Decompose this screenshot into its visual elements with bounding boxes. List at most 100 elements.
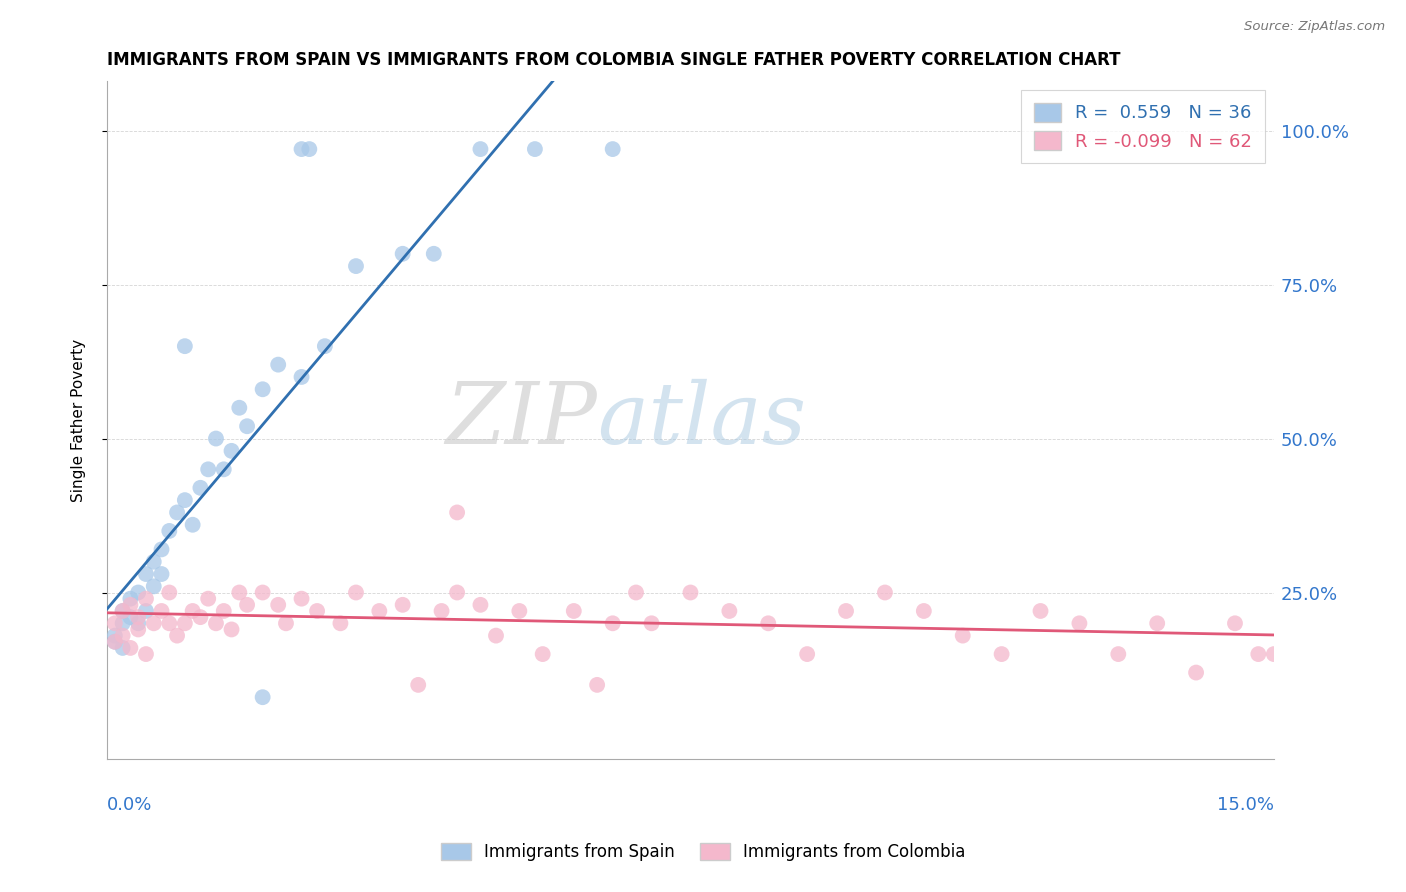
Point: [446, 505, 468, 519]
Point: [290, 370, 312, 384]
Point: [104, 634, 127, 648]
Point: [212, 604, 235, 618]
Point: [212, 462, 235, 476]
Point: [111, 640, 134, 655]
Point: [430, 604, 453, 618]
Point: [1146, 616, 1168, 631]
Point: [252, 585, 274, 599]
Point: [104, 634, 127, 648]
Point: [679, 585, 702, 599]
Point: [368, 604, 391, 618]
Point: [173, 493, 195, 508]
Point: [406, 678, 429, 692]
Legend: Immigrants from Spain, Immigrants from Colombia: Immigrants from Spain, Immigrants from C…: [434, 836, 972, 868]
Point: [127, 585, 149, 599]
Text: 0.0%: 0.0%: [107, 796, 152, 814]
Point: [236, 598, 259, 612]
Point: [391, 598, 413, 612]
Text: Source: ZipAtlas.com: Source: ZipAtlas.com: [1244, 20, 1385, 33]
Point: [508, 604, 530, 618]
Point: [120, 598, 142, 612]
Point: [602, 616, 624, 631]
Point: [166, 629, 188, 643]
Point: [173, 339, 195, 353]
Legend: R =  0.559   N = 36, R = -0.099   N = 62: R = 0.559 N = 36, R = -0.099 N = 62: [1021, 90, 1265, 163]
Point: [197, 462, 219, 476]
Point: [120, 591, 142, 606]
Point: [796, 647, 818, 661]
Point: [173, 616, 195, 631]
Point: [307, 604, 329, 618]
Point: [236, 419, 259, 434]
Point: [835, 604, 858, 618]
Point: [150, 542, 173, 557]
Point: [624, 585, 647, 599]
Point: [104, 616, 127, 631]
Point: [1223, 616, 1246, 631]
Point: [274, 616, 297, 631]
Text: ZIP: ZIP: [446, 379, 598, 461]
Point: [135, 647, 157, 661]
Point: [150, 604, 173, 618]
Point: [142, 579, 165, 593]
Point: [181, 604, 204, 618]
Point: [150, 567, 173, 582]
Point: [190, 610, 212, 624]
Point: [329, 616, 352, 631]
Point: [531, 647, 554, 661]
Point: [1263, 647, 1285, 661]
Point: [391, 247, 413, 261]
Point: [221, 623, 243, 637]
Point: [135, 591, 157, 606]
Point: [157, 524, 180, 538]
Point: [142, 616, 165, 631]
Point: [127, 623, 149, 637]
Point: [485, 629, 508, 643]
Point: [1247, 647, 1270, 661]
Point: [990, 647, 1012, 661]
Point: [470, 598, 492, 612]
Point: [111, 604, 134, 618]
Text: atlas: atlas: [598, 379, 806, 461]
Point: [344, 259, 367, 273]
Point: [423, 247, 446, 261]
Point: [718, 604, 741, 618]
Point: [104, 629, 127, 643]
Point: [1069, 616, 1091, 631]
Point: [873, 585, 896, 599]
Point: [221, 443, 243, 458]
Point: [446, 585, 468, 599]
Point: [111, 604, 134, 618]
Point: [470, 142, 492, 156]
Point: [562, 604, 585, 618]
Point: [190, 481, 212, 495]
Point: [157, 616, 180, 631]
Point: [120, 640, 142, 655]
Point: [111, 629, 134, 643]
Point: [166, 505, 188, 519]
Point: [1107, 647, 1129, 661]
Point: [267, 358, 290, 372]
Point: [135, 567, 157, 582]
Point: [640, 616, 662, 631]
Point: [111, 616, 134, 631]
Point: [228, 401, 250, 415]
Point: [756, 616, 779, 631]
Point: [298, 142, 321, 156]
Point: [1029, 604, 1052, 618]
Point: [127, 610, 149, 624]
Point: [157, 585, 180, 599]
Point: [267, 598, 290, 612]
Point: [252, 382, 274, 396]
Point: [181, 517, 204, 532]
Text: IMMIGRANTS FROM SPAIN VS IMMIGRANTS FROM COLOMBIA SINGLE FATHER POVERTY CORRELAT: IMMIGRANTS FROM SPAIN VS IMMIGRANTS FROM…: [107, 51, 1121, 69]
Point: [252, 690, 274, 705]
Y-axis label: Single Father Poverty: Single Father Poverty: [72, 338, 86, 501]
Point: [228, 585, 250, 599]
Point: [523, 142, 546, 156]
Point: [602, 142, 624, 156]
Point: [205, 616, 228, 631]
Point: [127, 616, 149, 631]
Point: [197, 591, 219, 606]
Point: [205, 432, 228, 446]
